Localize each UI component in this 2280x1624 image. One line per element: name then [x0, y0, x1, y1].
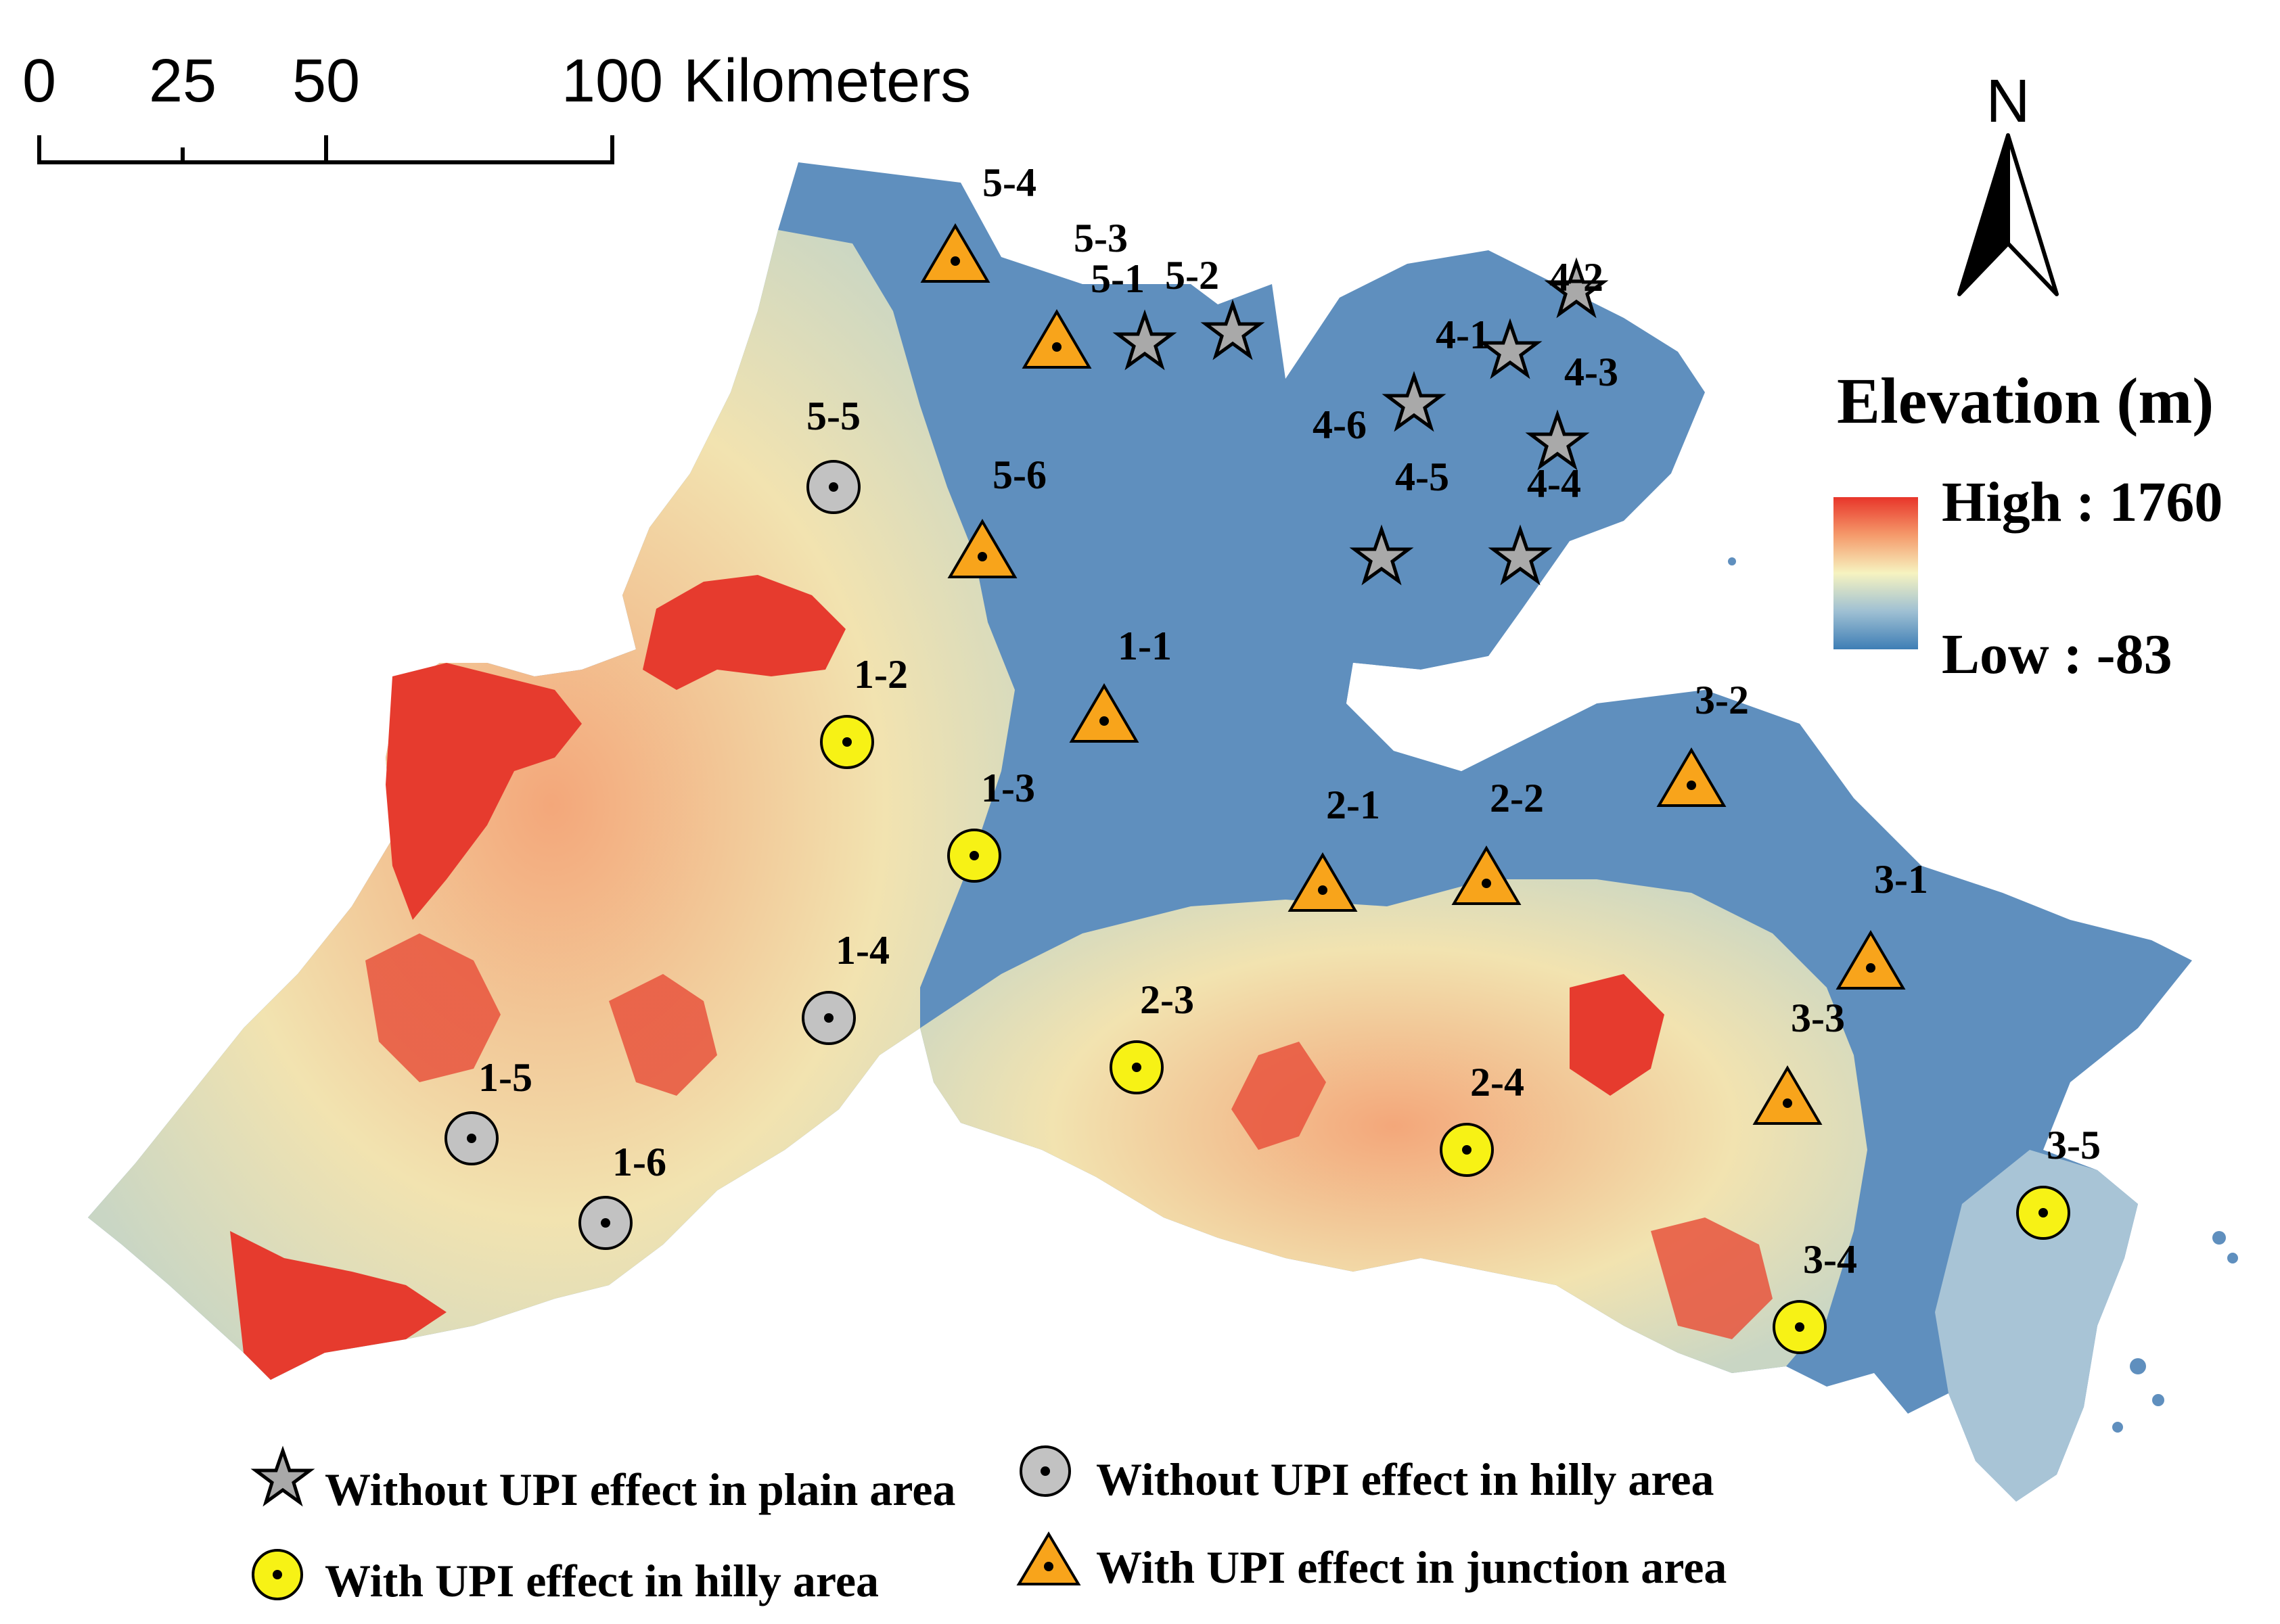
legend-yellow-circle-icon [252, 1549, 303, 1600]
scale-tick-50: 50 [292, 47, 360, 115]
legend-star-icon [250, 1445, 315, 1507]
site-marker-gray-1-4[interactable] [802, 991, 856, 1045]
site-marker-star-4-1[interactable] [1478, 318, 1543, 379]
legend-gray-circle-icon [1020, 1445, 1071, 1497]
site-marker-yellow-1-2[interactable] [820, 715, 874, 769]
site-marker-triangle-3-3[interactable] [1752, 1065, 1823, 1125]
site-label-4-5: 4-5 [1395, 455, 1449, 499]
elevation-legend: Elevation (m) High : 1760 Low : -83 [1833, 365, 2222, 686]
legend-plain-no-upi-label: Without UPI effect in plain area [325, 1464, 955, 1515]
site-marker-star-4-5[interactable] [1349, 524, 1414, 586]
bay [1346, 656, 1597, 771]
site-marker-star-5-2[interactable] [1200, 299, 1265, 361]
scale-tick-100: 100 [562, 47, 663, 115]
north-arrow-label: N [1986, 68, 2030, 135]
site-label-5-5: 5-5 [806, 394, 861, 438]
site-label-3-2: 3-2 [1695, 678, 1749, 722]
islands [1728, 557, 2238, 1433]
site-label-3-5: 3-5 [2047, 1123, 2101, 1167]
elevation-legend-title: Elevation (m) [1837, 365, 2214, 437]
legend-junction-upi-label: With UPI effect in junction area [1096, 1541, 1727, 1593]
scale-tick-0: 0 [22, 47, 56, 115]
site-marker-gray-5-5[interactable] [806, 460, 861, 514]
site-marker-triangle-2-1[interactable] [1287, 852, 1358, 912]
site-marker-gray-1-5[interactable] [444, 1111, 499, 1165]
elevation-low-label: Low : -83 [1942, 623, 2172, 686]
site-marker-triangle-3-2[interactable] [1656, 747, 1727, 807]
site-label-5-3: 5-3 [1074, 216, 1128, 260]
legend-hilly-upi-label: With UPI effect in hilly area [325, 1555, 879, 1606]
site-label-4-3: 4-3 [1564, 350, 1618, 394]
site-marker-yellow-2-3[interactable] [1110, 1040, 1164, 1094]
site-label-1-2: 1-2 [854, 652, 908, 697]
north-arrow: N [1957, 68, 2059, 296]
site-marker-triangle-3-1[interactable] [1836, 930, 1906, 990]
scale-bar: 0 25 50 100 Kilometers [22, 47, 971, 164]
site-label-1-4: 1-4 [836, 928, 890, 973]
site-marker-triangle-1-1[interactable] [1069, 683, 1139, 743]
region-hills-east [1935, 1150, 2138, 1502]
high-elevation-south-2 [1231, 1042, 1326, 1150]
site-label-4-6: 4-6 [1313, 402, 1367, 447]
site-label-4-4: 4-4 [1527, 461, 1581, 506]
site-label-5-1: 5-1 [1091, 256, 1145, 301]
site-label-5-6: 5-6 [993, 453, 1047, 497]
high-elevation-northwest [643, 575, 846, 690]
site-marker-gray-1-6[interactable] [578, 1196, 633, 1250]
scale-tick-25: 25 [149, 47, 216, 115]
site-marker-triangle-2-2[interactable] [1451, 845, 1522, 905]
high-elevation-central [609, 974, 717, 1096]
high-elevation-southwest [230, 1231, 447, 1380]
site-label-2-2: 2-2 [1490, 776, 1544, 820]
site-label-1-6: 1-6 [612, 1140, 666, 1184]
elevation-high-label: High : 1760 [1942, 471, 2222, 534]
region-hills-west [88, 230, 1015, 1380]
site-label-4-2: 4-2 [1549, 255, 1603, 300]
site-marker-star-4-4[interactable] [1488, 524, 1553, 586]
elevation-color-ramp [1833, 497, 1918, 649]
north-arrow-icon [2006, 133, 2059, 296]
site-label-2-4: 2-4 [1470, 1060, 1524, 1105]
site-label-3-1: 3-1 [1874, 857, 1928, 902]
site-label-5-4: 5-4 [982, 160, 1036, 205]
site-marker-star-4-6[interactable] [1382, 371, 1446, 432]
site-marker-triangle-5-6[interactable] [947, 519, 1018, 578]
site-label-2-1: 2-1 [1326, 783, 1380, 827]
site-marker-star-4-3[interactable] [1525, 409, 1590, 471]
legend-hilly-no-upi-label: Without UPI effect in hilly area [1096, 1454, 1714, 1505]
site-label-3-4: 3-4 [1803, 1237, 1857, 1282]
site-marker-triangle-5-3[interactable] [1022, 309, 1092, 369]
legend-triangle-icon [1016, 1531, 1081, 1585]
site-label-1-1: 1-1 [1118, 624, 1172, 668]
site-label-2-3: 2-3 [1140, 977, 1194, 1022]
site-marker-star-5-1[interactable] [1112, 309, 1177, 371]
site-marker-yellow-3-4[interactable] [1773, 1300, 1827, 1354]
site-marker-yellow-3-5[interactable] [2016, 1186, 2070, 1240]
site-label-1-3: 1-3 [981, 766, 1035, 810]
site-label-1-5: 1-5 [478, 1055, 532, 1100]
site-marker-star-4-2[interactable] [1544, 257, 1609, 319]
site-label-4-1: 4-1 [1436, 312, 1490, 357]
site-label-5-2: 5-2 [1165, 253, 1219, 298]
site-label-3-3: 3-3 [1791, 996, 1845, 1040]
high-elevation-south [1570, 974, 1664, 1096]
site-marker-triangle-5-4[interactable] [920, 223, 990, 283]
site-marker-yellow-1-3[interactable] [947, 829, 1001, 883]
high-elevation-south-3 [1651, 1217, 1773, 1339]
high-elevation-west [386, 663, 582, 920]
symbol-legend: Without UPI effect in plain area Without… [250, 1445, 1727, 1606]
site-marker-yellow-2-4[interactable] [1440, 1123, 1494, 1177]
site-markers: 5-1 5-2 4-1 4-2 4-3 4-4 4-5 4-6 5-5 1-4 1-5 1-6 1-2 1… [444, 160, 2101, 1354]
high-elevation-west-mid [365, 933, 501, 1082]
scale-unit: Kilometers [683, 47, 971, 115]
